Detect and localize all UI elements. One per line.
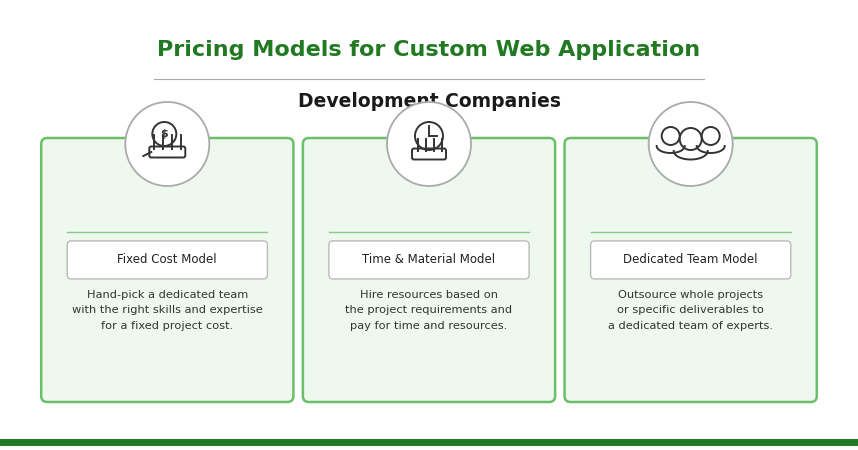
Ellipse shape (387, 102, 471, 186)
Ellipse shape (649, 102, 733, 186)
Text: Development Companies: Development Companies (298, 92, 560, 111)
Text: Outsource whole projects
or specific deliverables to
a dedicated team of experts: Outsource whole projects or specific del… (608, 290, 773, 331)
FancyBboxPatch shape (67, 241, 268, 279)
Text: $: $ (160, 129, 168, 139)
FancyBboxPatch shape (590, 241, 791, 279)
Ellipse shape (125, 102, 209, 186)
FancyBboxPatch shape (565, 138, 817, 402)
Text: Time & Material Model: Time & Material Model (362, 253, 496, 266)
FancyBboxPatch shape (41, 138, 293, 402)
Text: Fixed Cost Model: Fixed Cost Model (118, 253, 217, 266)
Text: Hand-pick a dedicated team
with the right skills and expertise
for a fixed proje: Hand-pick a dedicated team with the righ… (72, 290, 263, 331)
Text: Pricing Models for Custom Web Application: Pricing Models for Custom Web Applicatio… (157, 40, 701, 59)
FancyBboxPatch shape (303, 138, 555, 402)
FancyBboxPatch shape (329, 241, 529, 279)
Text: Hire resources based on
the project requirements and
pay for time and resources.: Hire resources based on the project requ… (346, 290, 512, 331)
Text: Dedicated Team Model: Dedicated Team Model (624, 253, 758, 266)
